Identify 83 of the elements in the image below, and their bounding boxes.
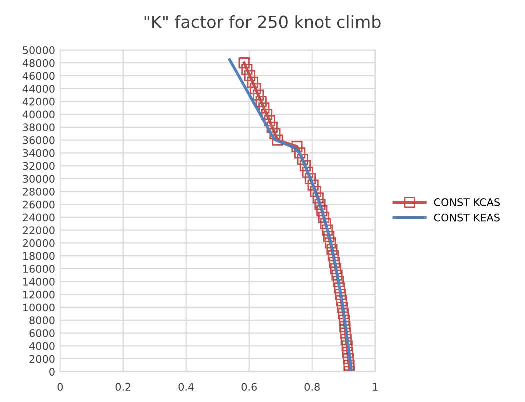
point <box>326 244 338 256</box>
y-tick-label: 4000 <box>30 342 55 350</box>
y-tick-label: 0 <box>50 368 55 376</box>
x-tick-label: 0.8 <box>304 383 320 392</box>
point <box>266 122 278 133</box>
point <box>336 296 348 307</box>
y-tick-label: 10000 <box>24 304 55 312</box>
point <box>300 160 311 172</box>
legend-label: CONST KCAS <box>434 198 500 206</box>
point <box>264 115 276 127</box>
chart-title: "K" factor for 250 knot climb <box>144 15 381 28</box>
point <box>342 347 354 358</box>
y-tick-label: 38000 <box>23 124 55 132</box>
point <box>322 224 334 236</box>
point <box>343 353 354 365</box>
point <box>250 83 262 94</box>
y-tick-label: 12000 <box>24 290 55 299</box>
point <box>314 199 326 210</box>
point <box>270 128 281 140</box>
point <box>318 212 330 224</box>
point <box>344 360 355 371</box>
y-tick-label: 8000 <box>30 316 55 324</box>
y-tick-label: 36000 <box>23 136 55 144</box>
point <box>325 238 336 249</box>
x-tick-label: 1 <box>373 383 378 391</box>
x-tick-label: 0.2 <box>116 383 131 392</box>
y-tick-label: 46000 <box>22 72 55 80</box>
point <box>335 289 346 300</box>
y-tick-label: 2000 <box>30 355 55 364</box>
y-tick-label: 40000 <box>22 110 55 119</box>
y-tick-label: 20000 <box>23 239 55 248</box>
point <box>332 276 344 288</box>
y-tick-label: 34000 <box>23 149 55 158</box>
point <box>340 328 352 339</box>
point <box>320 218 332 230</box>
point <box>256 96 267 108</box>
point <box>338 314 350 326</box>
point <box>338 308 350 320</box>
point <box>310 186 322 198</box>
y-tick-label: 26000 <box>23 200 55 209</box>
y-tick-label: 28000 <box>23 188 55 196</box>
y-tick-label: 6000 <box>30 329 55 338</box>
y-tick-label: 16000 <box>24 265 55 274</box>
y-tick-label: 50000 <box>23 46 55 54</box>
point <box>337 302 348 314</box>
point <box>332 270 343 281</box>
point <box>316 205 328 217</box>
point <box>258 102 270 114</box>
x-tick-label: 0.6 <box>242 383 257 392</box>
point <box>238 58 250 69</box>
point <box>330 263 342 274</box>
point <box>302 166 314 178</box>
x-tick-label: 0 <box>58 383 63 392</box>
point <box>252 90 264 101</box>
point <box>304 173 316 184</box>
y-tick-label: 18000 <box>24 252 55 260</box>
point <box>312 192 324 204</box>
y-tick-label: 32000 <box>23 162 55 170</box>
point <box>340 334 352 346</box>
y-tick-label: 14000 <box>24 278 55 286</box>
point <box>328 250 340 262</box>
y-tick-label: 30000 <box>23 175 55 183</box>
y-tick-label: 44000 <box>22 85 55 93</box>
y-tick-label: 22000 <box>23 226 55 234</box>
point <box>272 134 284 146</box>
point <box>324 231 335 242</box>
y-tick-label: 48000 <box>22 59 55 68</box>
point <box>261 109 273 120</box>
y-tick-label: 24000 <box>23 214 55 222</box>
point <box>292 141 303 152</box>
x-tick-label: 0.4 <box>178 383 194 392</box>
legend-label: CONST KEAS <box>434 214 500 222</box>
point <box>340 321 351 332</box>
point <box>297 154 308 166</box>
point <box>334 282 346 294</box>
point <box>247 76 258 88</box>
point <box>308 180 319 191</box>
point <box>342 340 353 352</box>
y-tick-label: 42000 <box>22 98 55 106</box>
point <box>242 64 253 76</box>
point <box>294 148 306 159</box>
point <box>329 256 340 268</box>
point <box>244 70 256 82</box>
